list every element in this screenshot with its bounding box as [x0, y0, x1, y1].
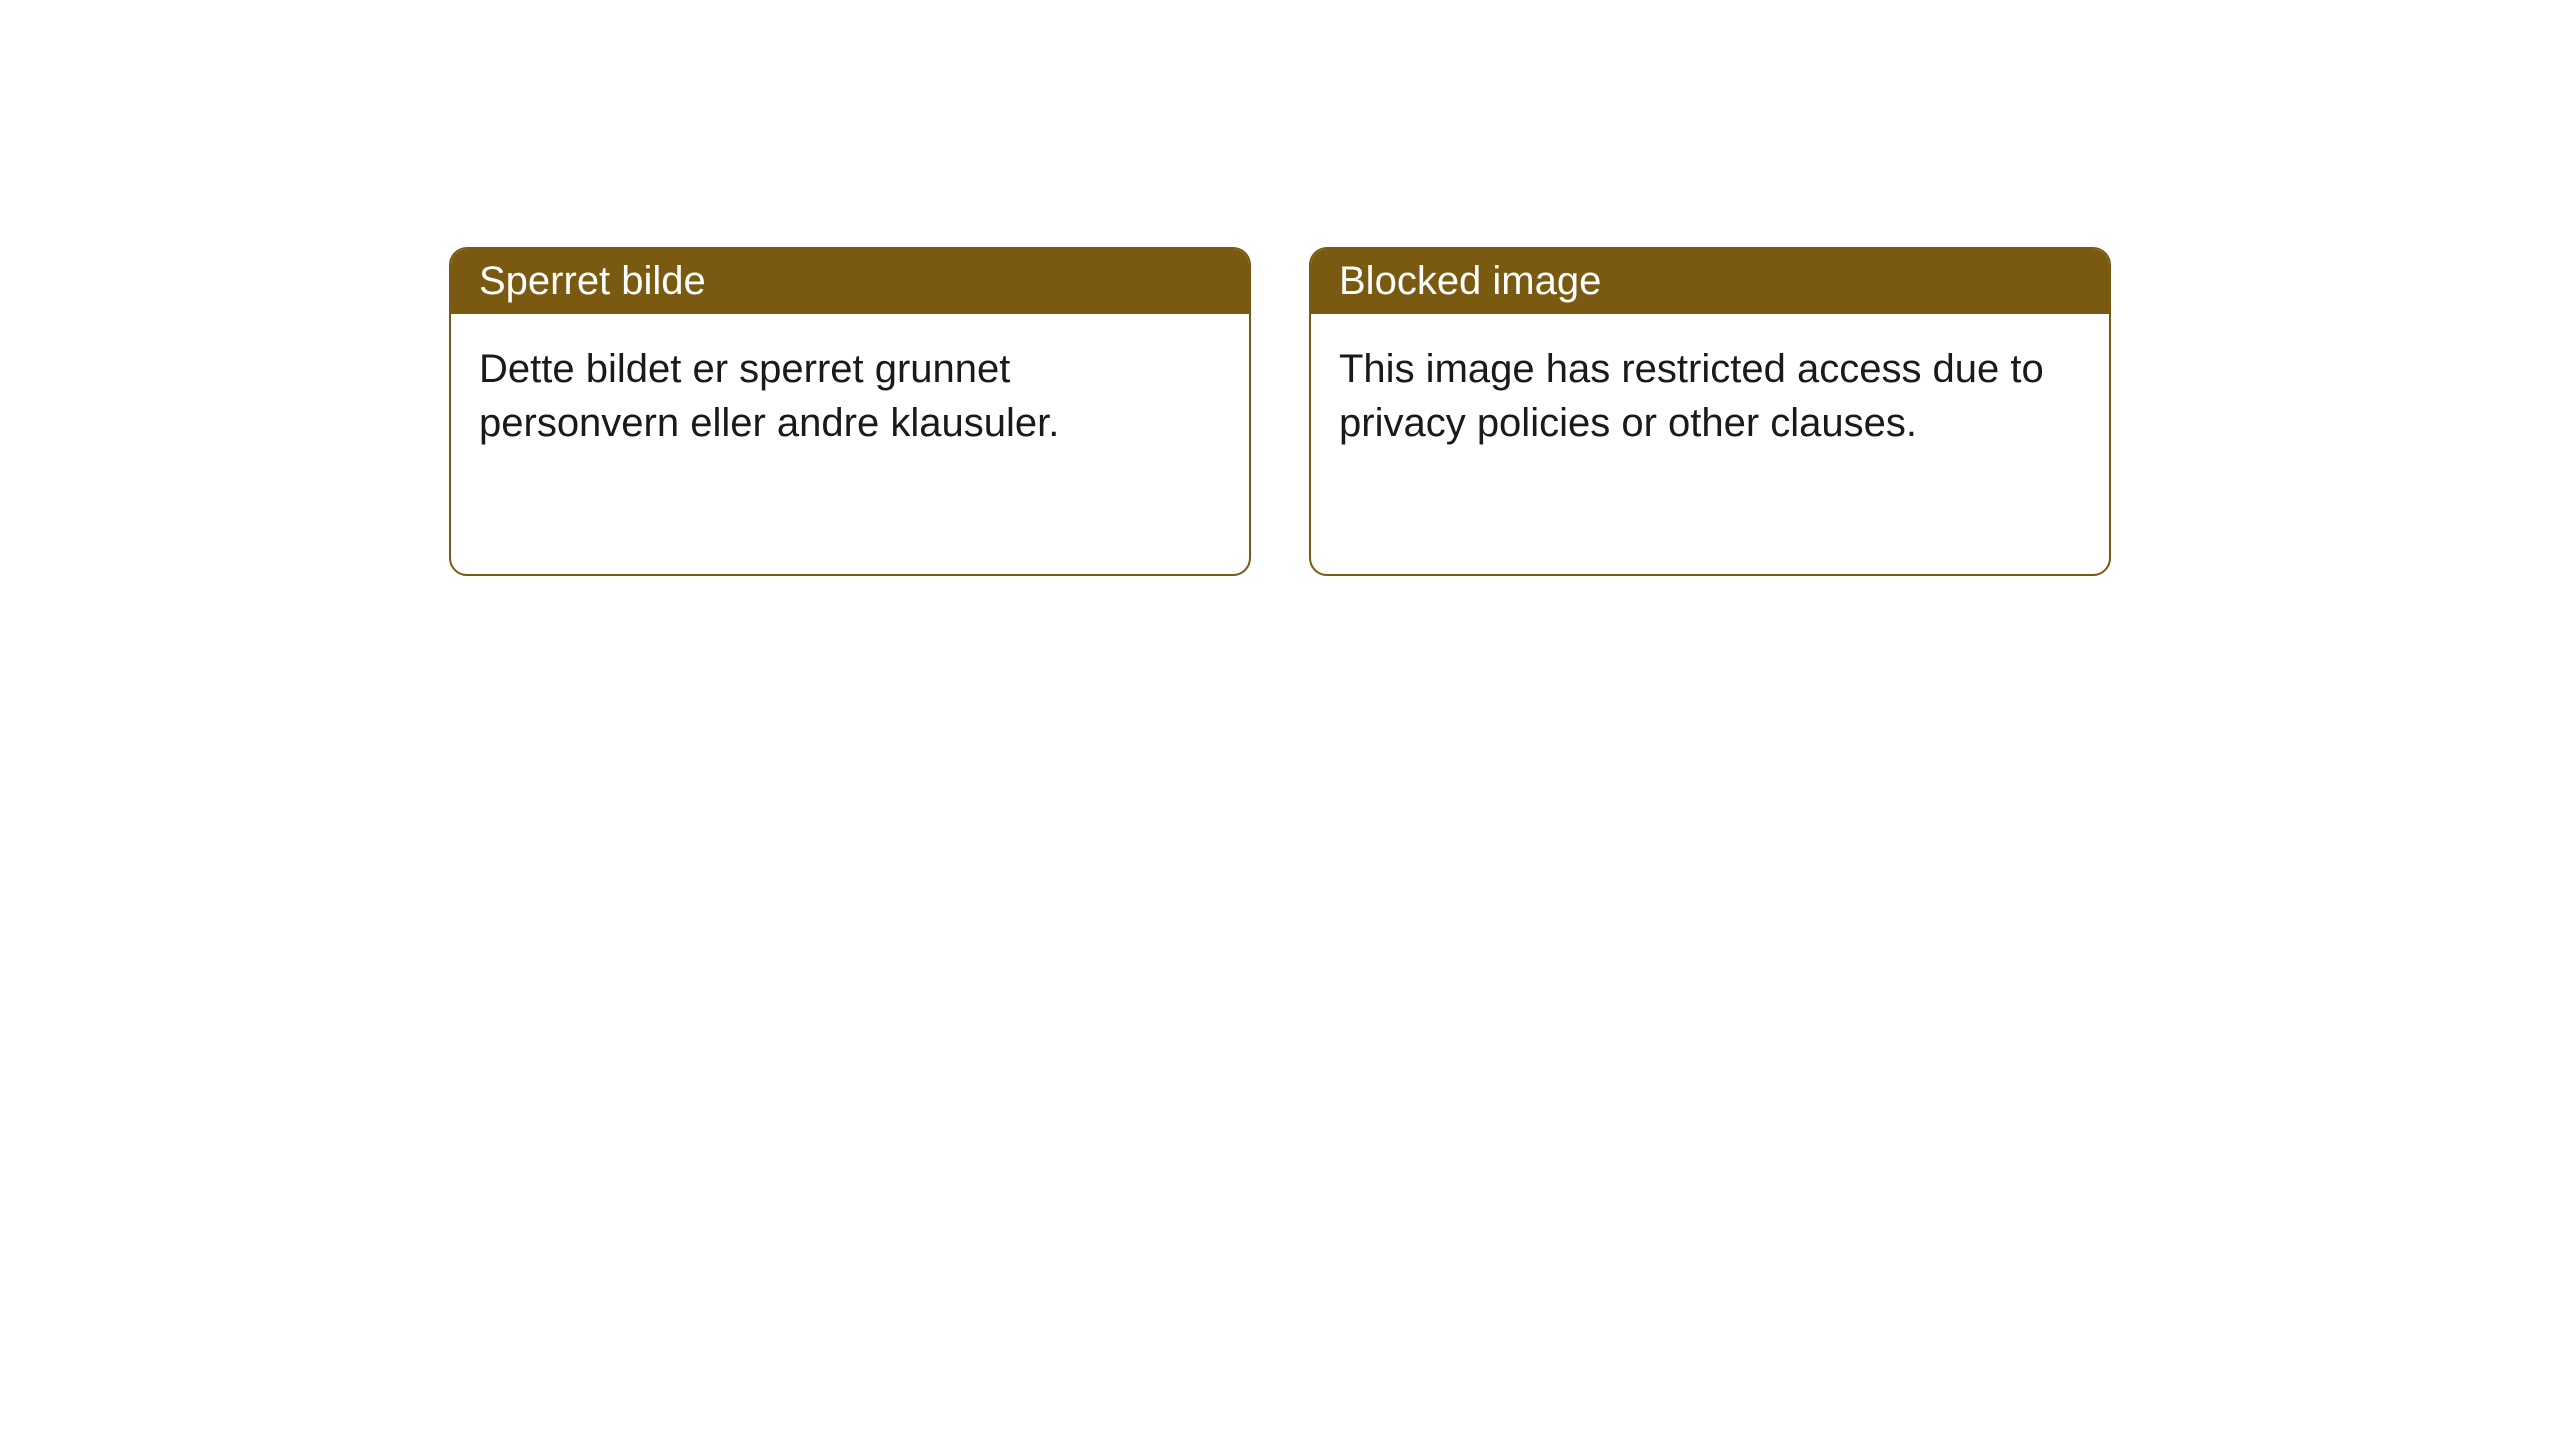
notice-card-body: Dette bildet er sperret grunnet personve…: [451, 314, 1249, 574]
notice-card-header: Blocked image: [1311, 249, 2109, 314]
notice-card-header: Sperret bilde: [451, 249, 1249, 314]
notice-card-body: This image has restricted access due to …: [1311, 314, 2109, 574]
notice-card-norwegian: Sperret bilde Dette bildet er sperret gr…: [449, 247, 1251, 576]
notice-card-english: Blocked image This image has restricted …: [1309, 247, 2111, 576]
notice-cards-container: Sperret bilde Dette bildet er sperret gr…: [449, 247, 2111, 576]
